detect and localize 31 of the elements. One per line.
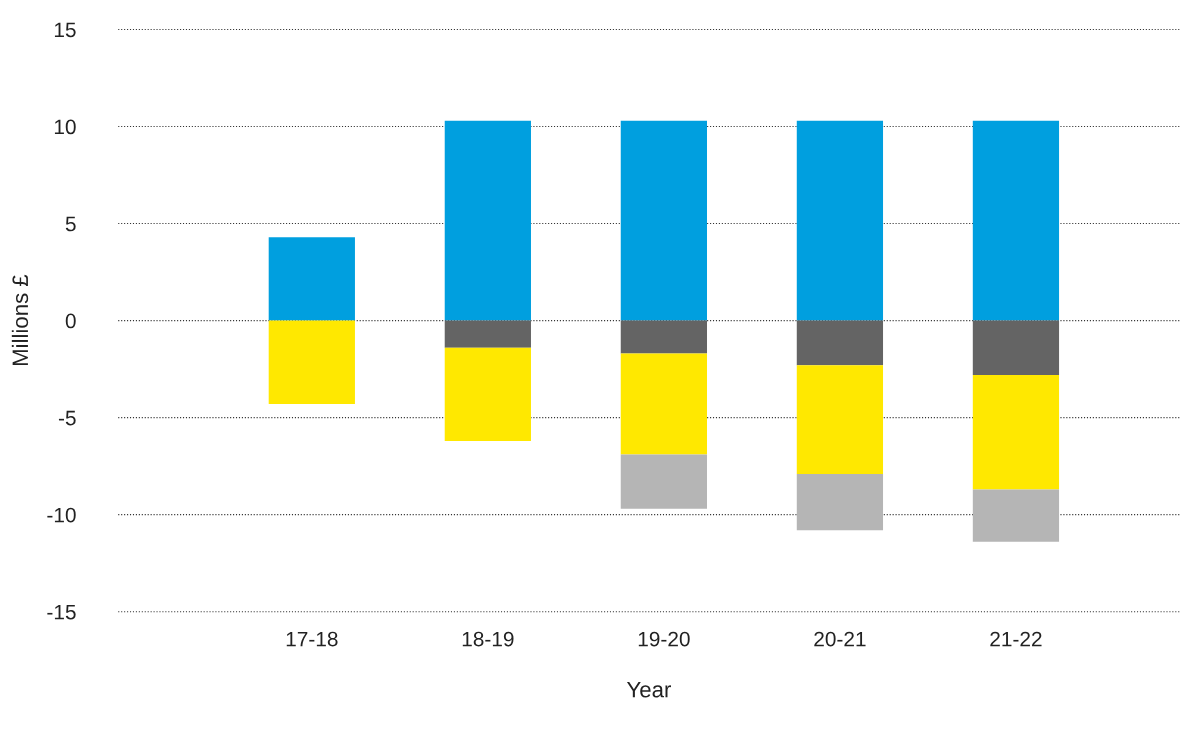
bar bbox=[972, 120, 1060, 321]
y-tick-label: 15 bbox=[54, 22, 76, 38]
x-tick-label: 18-19 bbox=[462, 631, 514, 647]
bar bbox=[444, 120, 531, 321]
y-axis-title: Millions £ bbox=[11, 274, 29, 366]
bar bbox=[444, 347, 531, 441]
x-axis-title: Year bbox=[626, 681, 672, 698]
y-tick-label: -10 bbox=[47, 507, 76, 523]
bar bbox=[444, 320, 531, 348]
bar bbox=[620, 454, 708, 509]
y-tick-label: 0 bbox=[65, 313, 76, 329]
bar bbox=[796, 320, 884, 366]
bar bbox=[620, 120, 708, 321]
bar bbox=[972, 374, 1060, 490]
bar bbox=[620, 353, 708, 455]
bar bbox=[796, 120, 884, 321]
y-tick-label: 5 bbox=[65, 216, 76, 232]
x-tick-label: 19-20 bbox=[638, 631, 690, 647]
bar bbox=[796, 473, 884, 531]
bar bbox=[972, 489, 1060, 542]
x-tick-label: 17-18 bbox=[286, 631, 338, 647]
x-tick-label: 20-21 bbox=[814, 631, 866, 647]
bar bbox=[972, 320, 1060, 375]
bar bbox=[796, 365, 884, 474]
y-tick-label: 10 bbox=[54, 119, 76, 135]
x-tick-label: 21-22 bbox=[990, 631, 1042, 647]
bar bbox=[268, 320, 355, 405]
bar bbox=[268, 237, 355, 321]
y-tick-label: -15 bbox=[47, 604, 76, 620]
bar bbox=[620, 320, 708, 354]
y-tick-label: -5 bbox=[58, 410, 76, 426]
